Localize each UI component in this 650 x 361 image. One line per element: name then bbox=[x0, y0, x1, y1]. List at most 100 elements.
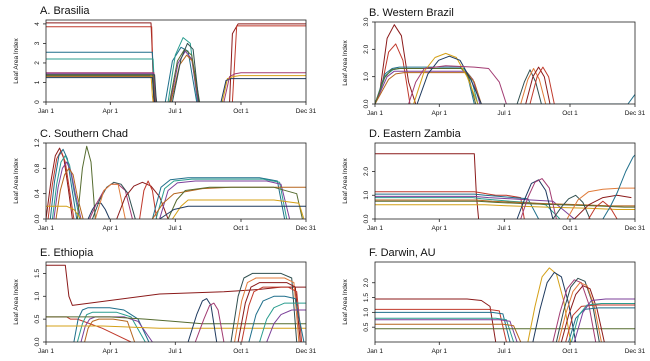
x-tick-label: Jul 1 bbox=[497, 225, 511, 232]
series-line bbox=[570, 303, 635, 342]
series-line bbox=[375, 153, 480, 219]
panel-title: A. Brasilia bbox=[40, 5, 90, 17]
series-line bbox=[588, 200, 618, 219]
plot-frame bbox=[45, 261, 307, 343]
series-line bbox=[602, 154, 635, 219]
x-tick-label: Apr 1 bbox=[103, 225, 119, 232]
series-line bbox=[46, 42, 306, 102]
y-axis-label: Leaf Area Index bbox=[342, 278, 349, 324]
y-tick-label: 1.5 bbox=[34, 269, 41, 278]
series-group bbox=[375, 24, 635, 104]
series-line bbox=[573, 194, 632, 219]
series-group bbox=[375, 153, 635, 219]
y-tick-label: 2.0 bbox=[363, 167, 370, 176]
series-line bbox=[266, 309, 306, 342]
series-line bbox=[375, 195, 575, 219]
x-tick-label: Dec 31 bbox=[296, 225, 317, 232]
x-tick-label: Oct 1 bbox=[233, 225, 249, 232]
panel-title: F. Darwin, AU bbox=[369, 247, 436, 259]
y-tick-label: 1.2 bbox=[34, 138, 41, 147]
series-line bbox=[375, 204, 635, 210]
y-tick-label: 0.0 bbox=[34, 337, 41, 346]
series-line bbox=[46, 25, 306, 102]
series-line bbox=[375, 199, 635, 207]
y-tick-label: 0.0 bbox=[363, 214, 370, 223]
x-tick-label: Apr 1 bbox=[432, 225, 448, 232]
series-line bbox=[84, 318, 136, 342]
series-line bbox=[187, 298, 218, 342]
x-tick-label: Apr 1 bbox=[432, 110, 448, 117]
series-line bbox=[375, 72, 482, 104]
x-tick-label: Jul 1 bbox=[497, 110, 511, 117]
y-tick-label: 2 bbox=[34, 61, 41, 65]
x-tick-label: Jan 1 bbox=[367, 110, 383, 117]
series-line bbox=[46, 48, 306, 102]
series-line bbox=[51, 155, 81, 219]
series-line bbox=[159, 180, 291, 219]
series-group bbox=[46, 22, 306, 102]
series-line bbox=[53, 161, 82, 219]
series-line bbox=[230, 272, 298, 342]
x-tick-label: Jul 1 bbox=[168, 108, 182, 115]
y-tick-label: 4 bbox=[34, 22, 41, 26]
series-line bbox=[94, 183, 126, 219]
y-tick-label: 1.0 bbox=[34, 291, 41, 300]
series-line bbox=[566, 187, 635, 219]
series-line bbox=[375, 94, 635, 104]
panel-2: B. Western Brazil Leaf Area Index Jan 1 Apr… bbox=[342, 7, 646, 117]
x-tick-label: Jul 1 bbox=[168, 348, 182, 355]
x-tick-label: Jan 1 bbox=[367, 225, 383, 232]
series-line bbox=[139, 180, 158, 219]
series-line bbox=[413, 52, 479, 104]
series-line bbox=[151, 186, 306, 219]
series-line bbox=[46, 325, 306, 329]
y-tick-label: 0 bbox=[34, 100, 41, 104]
plot-frame bbox=[45, 142, 307, 220]
series-line bbox=[375, 191, 525, 219]
y-axis-label: Leaf Area Index bbox=[342, 157, 349, 203]
series-line bbox=[408, 65, 507, 104]
y-axis-label: Leaf Area Index bbox=[342, 39, 349, 85]
y-tick-label: 3.0 bbox=[363, 17, 370, 26]
x-tick-label: Dec 31 bbox=[625, 348, 646, 355]
panel-1: A. Brasilia Leaf Area Index Jan 1 Apr 1 Jul … bbox=[13, 5, 317, 115]
panel-4: D. Eastern Zambia Leaf Area Index Jan 1 Apr… bbox=[342, 128, 646, 232]
y-tick-label: 2.0 bbox=[363, 278, 370, 287]
y-tick-label: 1 bbox=[34, 80, 41, 84]
series-line bbox=[46, 22, 306, 102]
series-line bbox=[151, 177, 286, 219]
series-line bbox=[80, 316, 153, 342]
plot-frame bbox=[374, 261, 636, 343]
panel-title: C. Southern Chad bbox=[40, 128, 128, 140]
series-line bbox=[46, 147, 73, 219]
series-line bbox=[159, 205, 306, 219]
series-line bbox=[416, 55, 482, 104]
series-line bbox=[46, 74, 306, 102]
series-line bbox=[248, 295, 305, 342]
series-line bbox=[375, 200, 635, 208]
series-line bbox=[516, 69, 542, 104]
panel-title: D. Eastern Zambia bbox=[369, 128, 462, 140]
y-tick-label: 1.5 bbox=[363, 293, 370, 302]
plot-frame bbox=[45, 19, 307, 103]
series-line bbox=[167, 186, 303, 219]
series-line bbox=[73, 307, 150, 342]
series-line bbox=[375, 68, 477, 104]
panel-5: E. Ethiopia Leaf Area Index Jan 1 Apr 1 Jul … bbox=[13, 247, 317, 355]
series-line bbox=[565, 304, 635, 342]
plot-frame bbox=[374, 142, 636, 220]
y-axis-label: Leaf Area Index bbox=[13, 157, 20, 203]
series-line bbox=[520, 178, 557, 219]
x-tick-label: Apr 1 bbox=[432, 348, 448, 355]
series-line bbox=[552, 194, 591, 219]
panel-title: B. Western Brazil bbox=[369, 7, 454, 19]
panel-title: E. Ethiopia bbox=[40, 247, 94, 259]
series-line bbox=[375, 308, 507, 342]
series-line bbox=[89, 183, 133, 219]
x-tick-label: Jan 1 bbox=[38, 348, 54, 355]
series-line bbox=[46, 205, 82, 219]
series-line bbox=[555, 277, 600, 342]
series-line bbox=[375, 317, 515, 342]
y-tick-label: 0.5 bbox=[34, 314, 41, 323]
